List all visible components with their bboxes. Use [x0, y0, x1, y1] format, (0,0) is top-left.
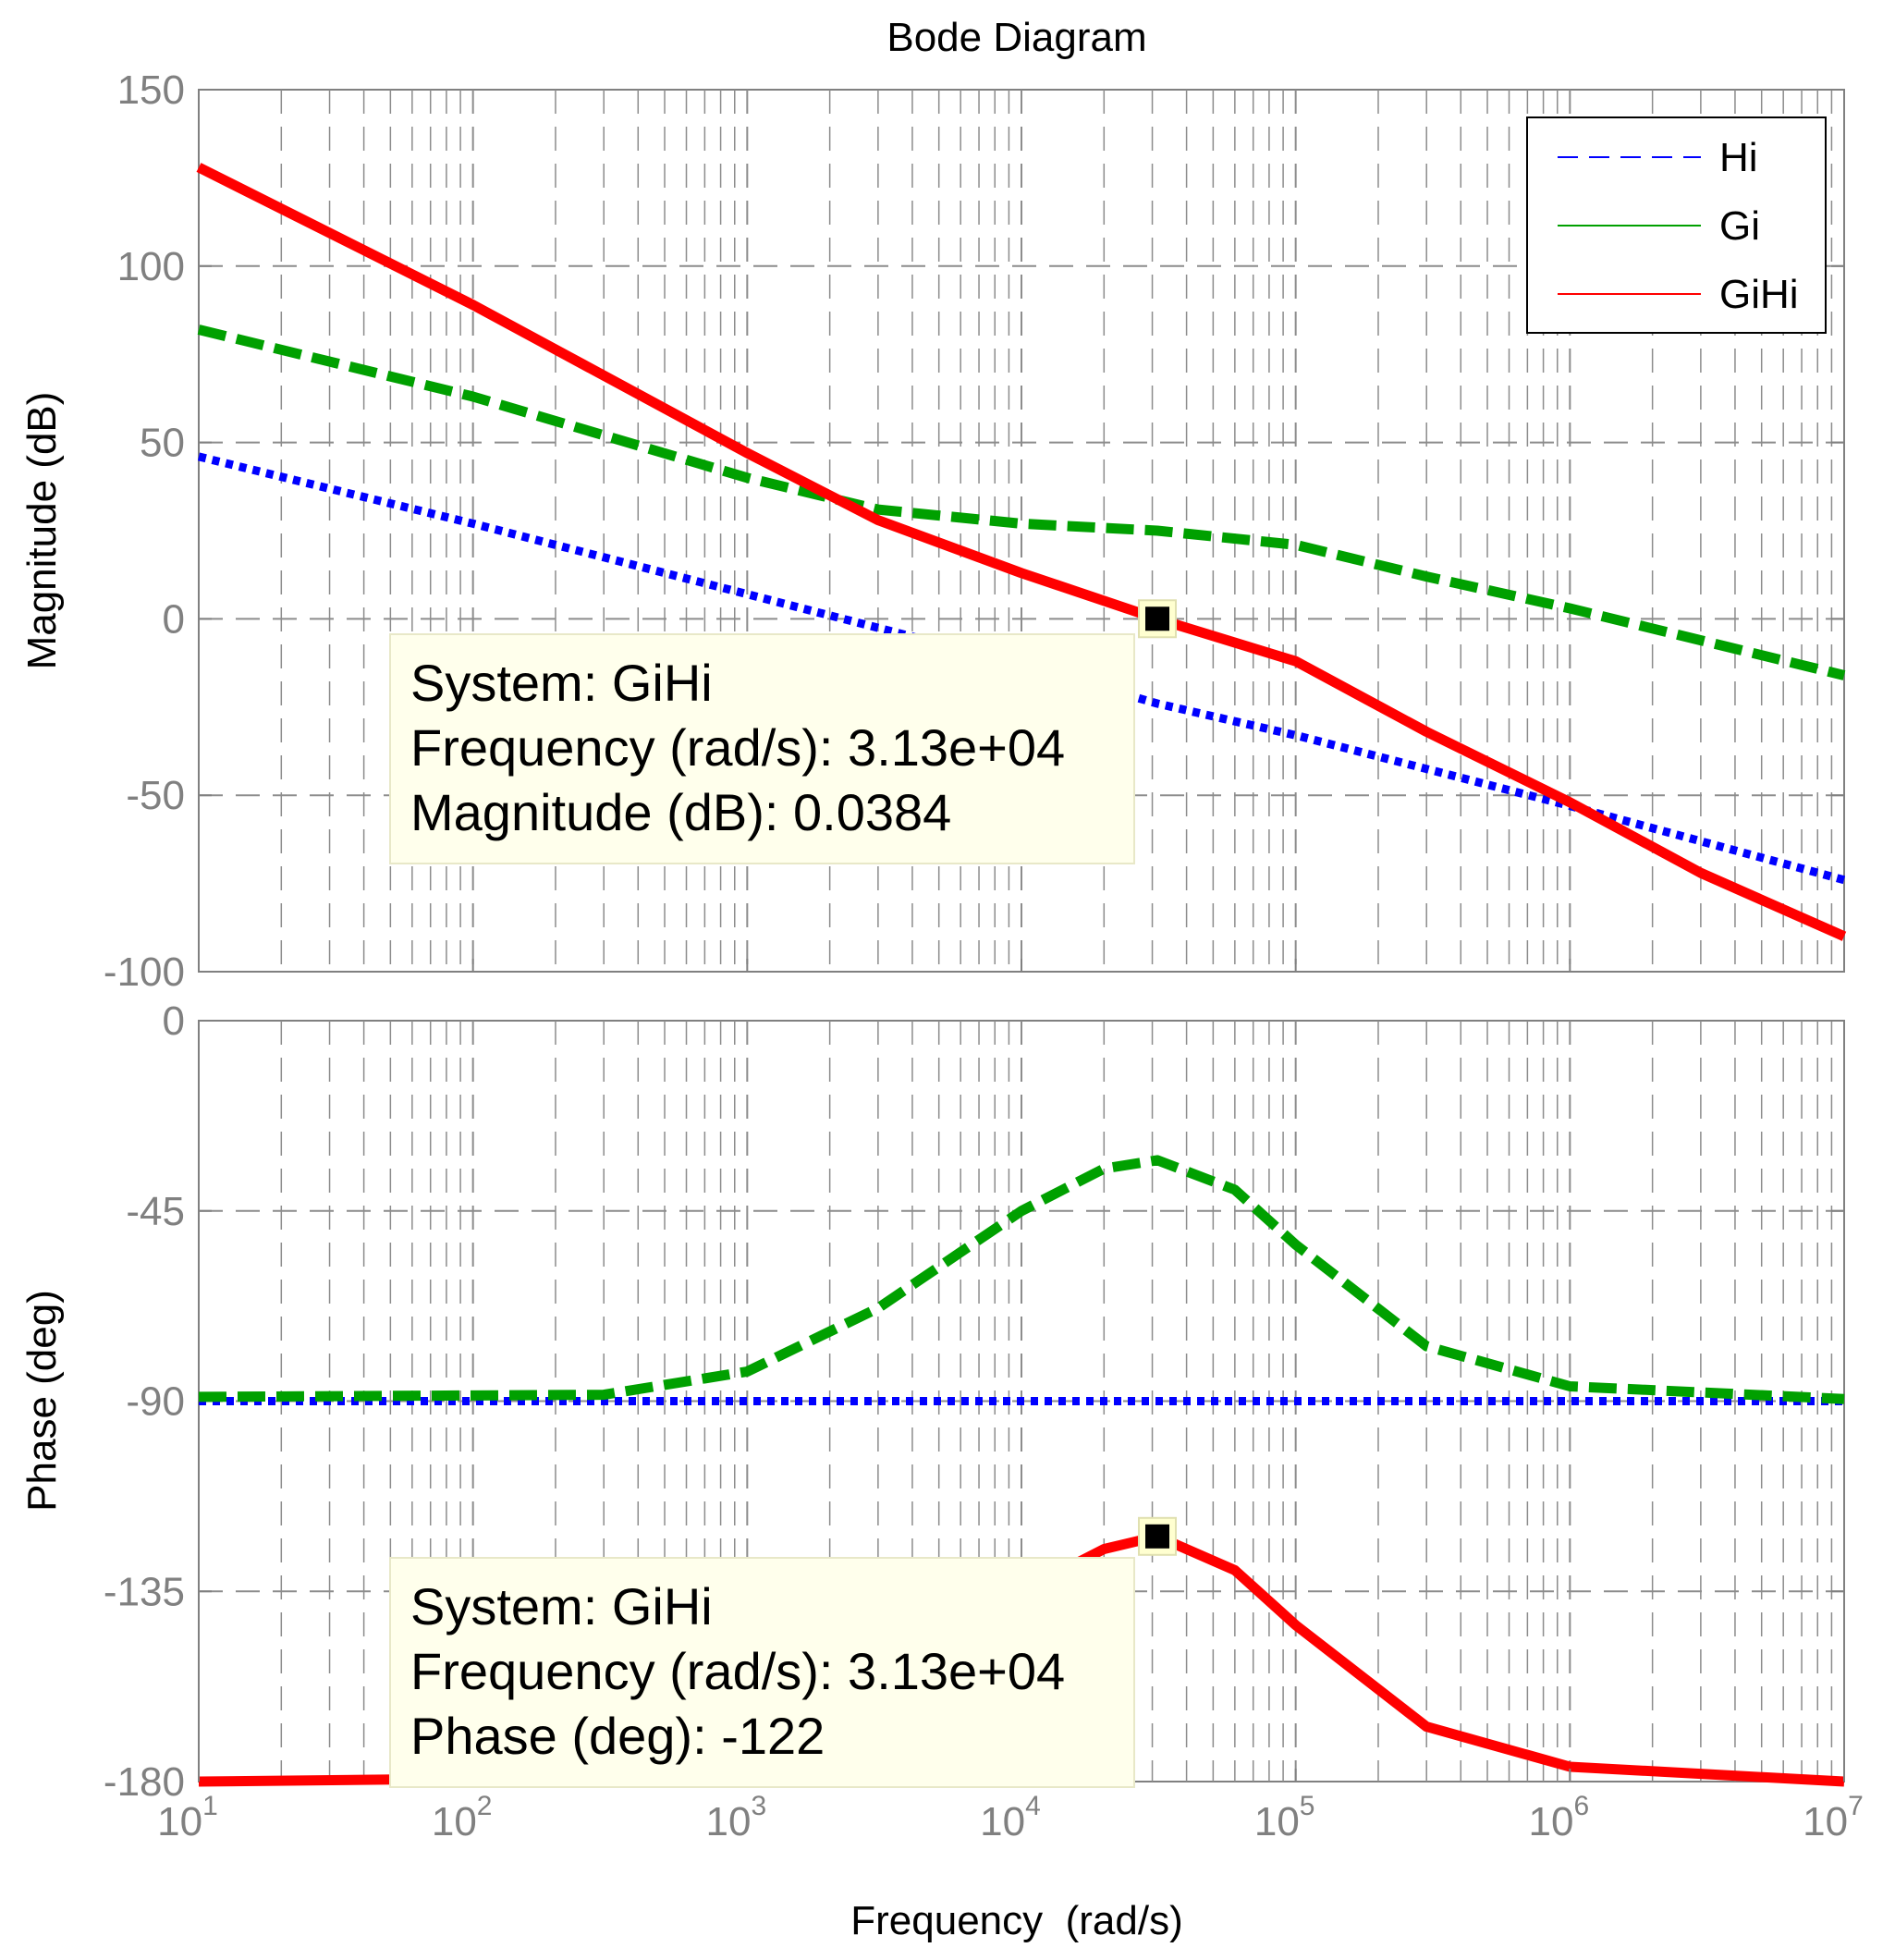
datatip-text-magnitude: System: GiHi [410, 654, 713, 712]
x-tick-label: 105 [1254, 1791, 1315, 1844]
x-tick-label: 103 [706, 1791, 767, 1844]
y-tick-label: -135 [104, 1569, 185, 1614]
legend-label-Hi: Hi [1719, 135, 1758, 180]
legend-label-Gi: Gi [1719, 203, 1760, 249]
datatip-text-phase: Phase (deg): -122 [410, 1707, 825, 1765]
datatip-text-phase: System: GiHi [410, 1577, 713, 1635]
y-tick-label: -90 [126, 1379, 185, 1425]
x-tick-label: 104 [980, 1791, 1041, 1844]
datatips: System: GiHi Frequency (rad/s): 3.13e+04 M… [389, 599, 1178, 1788]
datatip-text-magnitude: Magnitude (dB): 0.0384 [410, 783, 951, 841]
x-tick-label: 101 [157, 1791, 218, 1844]
chart-title: Bode Diagram [886, 15, 1146, 60]
x-tick-label: 107 [1803, 1791, 1864, 1844]
y-tick-label: 0 [163, 596, 185, 642]
y-tick-label: -180 [104, 1759, 185, 1805]
x-tick-label: 102 [432, 1791, 493, 1844]
magnitude-axis-label: Magnitude (dB) [19, 392, 65, 670]
legend: Hi Gi GiHi [1526, 116, 1827, 334]
datatip-box-magnitude [389, 633, 1135, 864]
legend-label-GiHi: GiHi [1719, 272, 1799, 317]
y-tick-label: -100 [104, 949, 185, 995]
y-tick-label: 150 [117, 67, 185, 113]
x-tick-label: 106 [1529, 1791, 1590, 1844]
y-tick-label: 50 [140, 421, 185, 466]
phase-axis-label: Phase (deg) [19, 1290, 65, 1512]
y-tick-label: 100 [117, 244, 185, 289]
frequency-x-ticks: 101 102 103 104 105 106 107 [157, 959, 1864, 1844]
series-Gi-magnitude [197, 325, 1846, 680]
datatip-marker-core-phase [1145, 1524, 1170, 1549]
y-tick-label: -45 [126, 1189, 185, 1234]
x-axis-label: Frequency (rad/s) [850, 1898, 1182, 1943]
magnitude-y-ticks: 150 100 50 0 -50 -100 [104, 67, 1844, 995]
datatip-box-phase [389, 1557, 1135, 1788]
phase-y-ticks: 0 -45 -90 -135 -180 [104, 998, 1844, 1805]
y-tick-label: -50 [126, 773, 185, 818]
datatip-text-phase: Frequency (rad/s): 3.13e+04 [410, 1642, 1065, 1700]
datatip-text-magnitude: Frequency (rad/s): 3.13e+04 [410, 718, 1065, 777]
series-Gi-phase [198, 1155, 1845, 1404]
datatip-marker-core-magnitude [1145, 606, 1170, 631]
y-tick-label: 0 [163, 998, 185, 1044]
